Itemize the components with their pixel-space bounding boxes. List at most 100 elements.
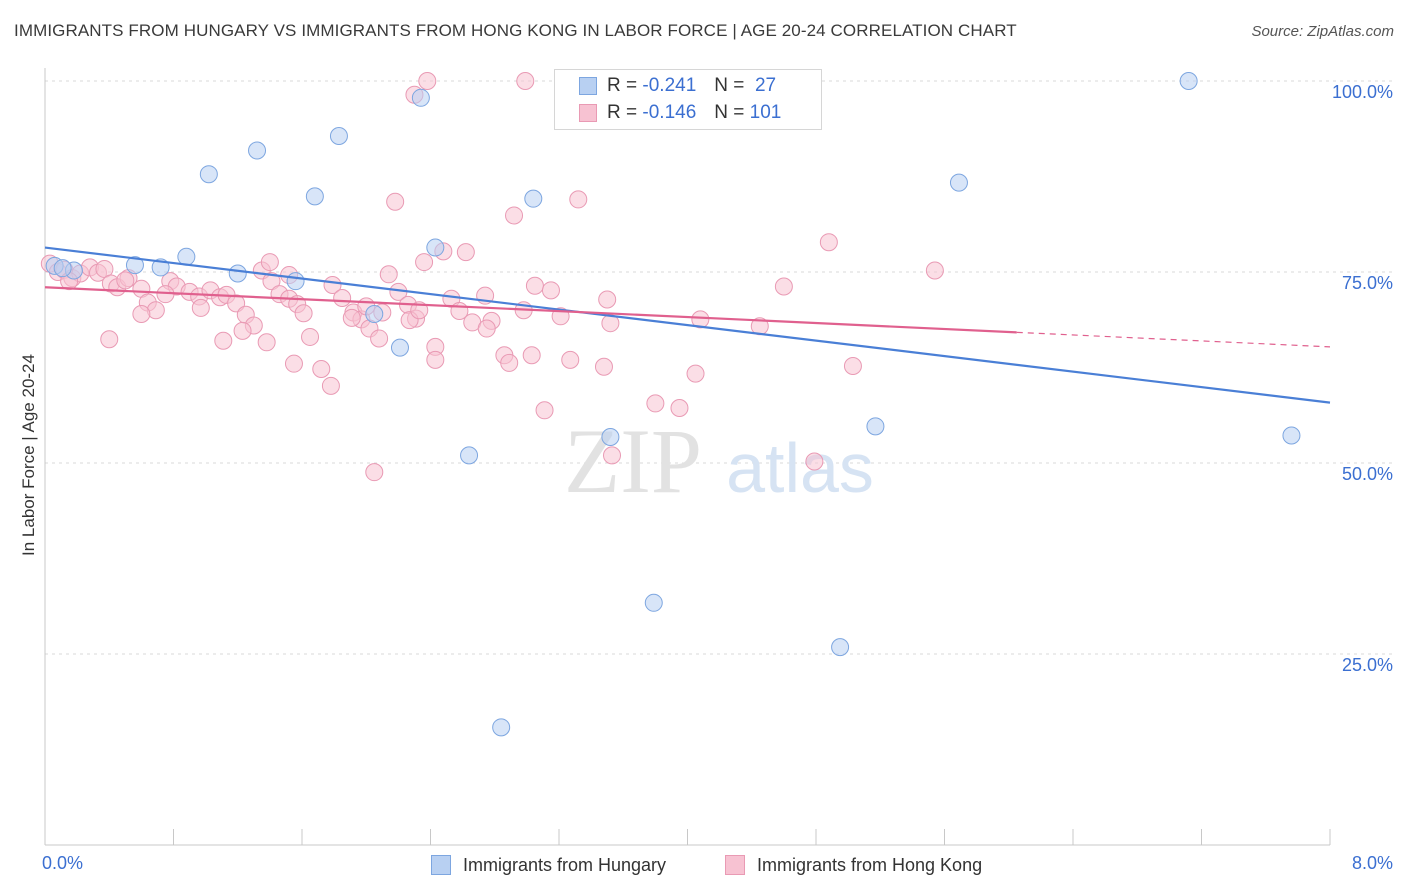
data-point-hungary [601,428,620,447]
data-point-hong-kong [260,253,279,272]
data-point-hong-kong [525,276,544,295]
data-point-hong-kong [522,346,541,365]
data-point-hong-kong [418,72,437,90]
data-point-hungary [492,718,511,737]
data-point-hong-kong [214,331,233,350]
series-hong-kong-points [40,72,944,482]
data-point-hong-kong [415,253,434,272]
data-point-hong-kong [500,353,519,372]
watermark-atlas: atlas [726,429,874,507]
data-point-hong-kong [925,261,944,280]
data-point-hong-kong [386,192,405,211]
legend-swatch-hong-kong [579,104,597,122]
data-point-hungary [329,127,348,146]
grid-lines [45,80,1392,655]
legend-n-label: N = [714,75,745,96]
data-point-hong-kong [365,463,384,482]
data-point-hungary [305,187,324,206]
y-tick-label: 100.0% [1332,82,1393,102]
data-point-hong-kong [100,330,119,349]
data-point-hong-kong [233,321,252,340]
tick-labels: 25.0% 50.0% 75.0% 100.0% 0.0% 8.0% [42,82,1393,873]
data-point-hong-kong [691,310,710,329]
trend-line-hungary [44,246,1331,404]
data-point-hong-kong [843,356,862,375]
data-point-hong-kong [561,350,580,369]
data-point-hungary [949,173,968,192]
data-point-hungary [151,258,170,277]
data-point-hungary [644,593,663,612]
trend-line-hong-kong [44,286,1017,334]
data-point-hungary [248,141,267,160]
legend-r-value: -0.146 [642,102,697,123]
data-point-hong-kong [284,354,303,373]
legend-r-value: -0.241 [642,75,697,96]
data-point-hong-kong [342,308,361,327]
data-point-hong-kong [516,72,535,90]
data-point-hong-kong [312,360,331,379]
data-point-hong-kong [257,333,276,352]
data-point-hong-kong [426,350,445,369]
data-point-hong-kong [598,290,617,309]
watermark: ZIP atlas [564,410,874,512]
data-point-hungary [177,247,196,266]
data-point-hong-kong [410,301,429,320]
y-tick-label: 25.0% [1342,655,1393,675]
bottom-legend-swatch-hungary [431,855,451,875]
data-point-hong-kong [505,206,524,225]
legend-row-hong-kong: R = -0.146 N = 101 [579,101,781,125]
legend-n-value: 27 [754,75,777,96]
data-point-hong-kong [379,265,398,284]
source-credit: Source: ZipAtlas.com [1251,23,1394,40]
watermark-zip: ZIP [564,410,702,512]
bottom-legend-hungary: Immigrants from Hungary [431,852,666,878]
data-point-hong-kong [294,304,313,323]
legend-r-label: R = [607,75,638,96]
legend-swatch-hungary [579,77,597,95]
legend-n-label: N = [714,102,745,123]
x-tick-label: 8.0% [1352,853,1393,873]
data-point-hong-kong [191,298,210,317]
data-point-hong-kong [116,271,135,290]
legend-row-hungary: R = -0.241 N = 27 [579,74,776,98]
data-point-hungary [426,238,445,257]
data-point-hungary [524,189,543,208]
data-point-hong-kong [774,277,793,296]
correlation-legend: R = -0.241 N = 27 R = -0.146 N = 101 [554,69,822,130]
data-point-hong-kong [805,452,824,471]
chart-title: IMMIGRANTS FROM HUNGARY VS IMMIGRANTS FR… [14,21,1017,40]
data-point-hong-kong [301,327,320,346]
data-point-hong-kong [594,357,613,376]
data-point-hong-kong [321,376,340,395]
data-point-hong-kong [603,446,622,465]
bottom-legend-swatch-hong-kong [725,855,745,875]
data-point-hong-kong [535,401,554,420]
x-tick-label: 0.0% [42,853,83,873]
data-point-hungary [286,272,305,291]
data-point-hungary [866,417,885,436]
data-point-hungary [199,165,218,184]
data-point-hungary [460,446,479,465]
data-point-hungary [390,338,409,357]
data-point-hong-kong [686,364,705,383]
data-point-hong-kong [370,329,389,348]
data-point-hungary [1179,72,1198,90]
data-point-hong-kong [819,233,838,252]
data-point-hong-kong [132,305,151,324]
data-point-hungary [53,259,72,278]
data-point-hong-kong [569,190,588,209]
data-point-hong-kong [456,243,475,262]
y-axis-label: In Labor Force | Age 20-24 [19,354,38,556]
data-point-hong-kong [262,272,281,291]
data-point-hong-kong [227,294,246,313]
trend-lines [44,246,1331,404]
data-point-hungary [365,305,384,324]
data-point-hong-kong [646,394,665,413]
data-point-hong-kong [333,288,352,307]
data-point-hong-kong [477,319,496,338]
y-tick-label: 50.0% [1342,464,1393,484]
data-point-hungary [411,88,430,107]
data-point-hong-kong [541,281,560,300]
bottom-legend-label-hong-kong: Immigrants from Hong Kong [757,854,983,875]
